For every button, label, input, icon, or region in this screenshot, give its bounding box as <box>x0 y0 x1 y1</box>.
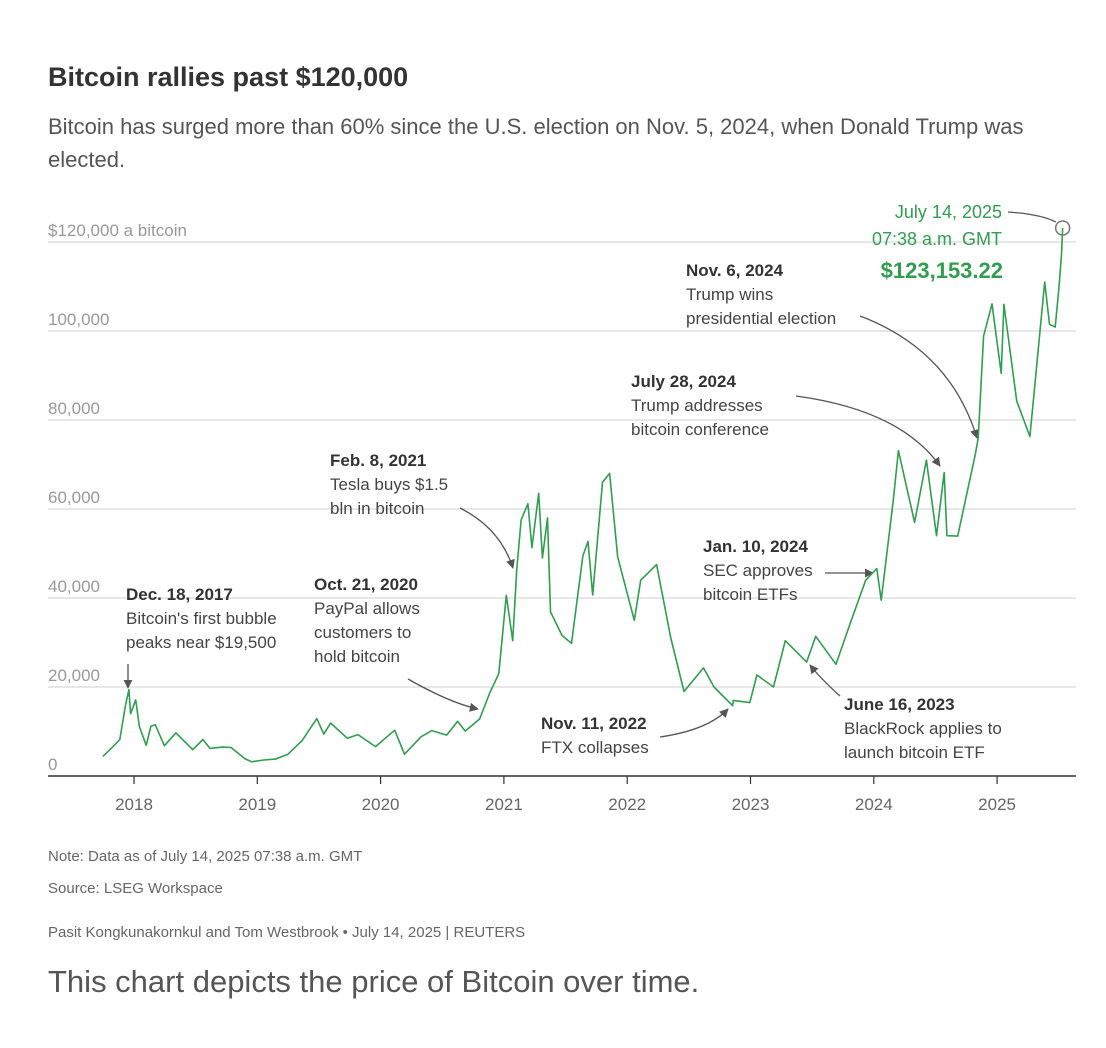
y-tick-label: 40,000 <box>48 577 100 596</box>
annotation-title: Feb. 8, 2021 <box>330 451 426 470</box>
y-axis-labels: 0 20,000 40,000 60,000 80,000 100,000 $120,000… <box>48 221 187 774</box>
y-tick-label: $120,000 a bitcoin <box>48 221 187 240</box>
annotation-text: Trump addresses <box>631 396 763 415</box>
annotation-text: SEC approves <box>703 561 813 580</box>
y-tick-label: 80,000 <box>48 399 100 418</box>
annotation-title: Dec. 18, 2017 <box>126 585 233 604</box>
x-tick-label: 2018 <box>115 795 153 814</box>
x-tick-label: 2022 <box>608 795 646 814</box>
annotation-arrow <box>859 315 979 439</box>
latest-point-marker <box>1054 220 1071 236</box>
annotation-text: Trump wins <box>686 285 773 304</box>
annotation-title: Jan. 10, 2024 <box>703 537 808 556</box>
y-tick-label: 20,000 <box>48 666 100 685</box>
annotation-arrow <box>809 664 841 697</box>
x-tick-label: 2020 <box>362 795 400 814</box>
x-tick-label: 2024 <box>855 795 893 814</box>
y-tick-label: 100,000 <box>48 310 109 329</box>
annotation-text: launch bitcoin ETF <box>844 743 985 762</box>
chart-title: Bitcoin rallies past $120,000 <box>48 62 409 92</box>
annotation-text: bln in bitcoin <box>330 499 425 518</box>
annotation-text: presidential election <box>686 309 836 328</box>
annotation: Jan. 10, 2024 SEC approves bitcoin ETFs <box>703 537 813 604</box>
annotation-title: Nov. 11, 2022 <box>541 714 647 733</box>
image-caption: This chart depicts the price of Bitcoin … <box>48 964 700 999</box>
byline: Pasit Kongkunakornkul and Tom Westbrook … <box>48 924 526 941</box>
annotation-text: bitcoin conference <box>631 420 769 439</box>
latest-price-label: $123,153.22 <box>881 258 1003 283</box>
chart-subtitle: Bitcoin has surged more than 60% since t… <box>48 114 1024 172</box>
annotation-text: FTX collapses <box>541 738 649 757</box>
annotation-title: Nov. 6, 2024 <box>686 261 784 280</box>
annotation-title: Oct. 21, 2020 <box>314 575 418 594</box>
latest-price-callout: July 14, 2025 07:38 a.m. GMT $123,153.22 <box>872 202 1071 283</box>
annotation: Oct. 21, 2020 PayPal allows customers to ho… <box>314 575 420 666</box>
annotation: Dec. 18, 2017 Bitcoin's first bubble peaks… <box>126 585 277 652</box>
x-tick-label: 2023 <box>732 795 770 814</box>
annotation-arrow <box>659 708 729 738</box>
y-tick-label: 0 <box>48 755 57 774</box>
annotation: Feb. 8, 2021 Tesla buys $1.5 bln in bitcoi… <box>330 451 448 518</box>
annotation-arrow <box>407 678 479 712</box>
annotation-title: July 28, 2024 <box>631 372 736 391</box>
annotation-text: Bitcoin's first bubble <box>126 609 277 628</box>
annotation-title: June 16, 2023 <box>844 695 955 714</box>
grid-lines <box>48 241 1076 688</box>
price-line <box>102 227 1064 763</box>
source-note: Source: LSEG Workspace <box>48 880 223 897</box>
annotation-text: hold bitcoin <box>314 647 400 666</box>
annotation-text: bitcoin ETFs <box>703 585 797 604</box>
annotation-text: peaks near $19,500 <box>126 633 276 652</box>
x-tick-label: 2019 <box>238 795 276 814</box>
bitcoin-price-chart: 0 20,000 40,000 60,000 80,000 100,000 $120,000… <box>48 202 1076 814</box>
x-axis: 2018 2019 2020 2021 2022 2023 2024 2025 <box>48 775 1076 814</box>
annotation-text: Tesla buys $1.5 <box>330 475 448 494</box>
annotation-text: customers to <box>314 623 411 642</box>
latest-date-label: July 14, 2025 <box>895 202 1002 222</box>
annotations: Dec. 18, 2017 Bitcoin's first bubble peaks… <box>126 261 1002 762</box>
annotation-arrow <box>795 395 941 467</box>
annotation-text: BlackRock applies to <box>844 719 1002 738</box>
data-note: Note: Data as of July 14, 2025 07:38 a.m… <box>48 848 363 865</box>
annotation-arrow <box>459 507 515 569</box>
annotation: Nov. 6, 2024 Trump wins presidential elect… <box>686 261 836 328</box>
annotation: June 16, 2023 BlackRock applies to launch … <box>844 695 1002 762</box>
latest-connector <box>1007 211 1057 223</box>
latest-time-label: 07:38 a.m. GMT <box>872 229 1002 249</box>
y-tick-label: 60,000 <box>48 488 100 507</box>
annotation-text: PayPal allows <box>314 599 420 618</box>
x-tick-label: 2025 <box>978 795 1016 814</box>
annotation: Nov. 11, 2022 FTX collapses <box>541 714 649 757</box>
annotation-arrows <box>123 315 979 738</box>
annotation: July 28, 2024 Trump addresses bitcoin conf… <box>631 372 769 439</box>
x-tick-label: 2021 <box>485 795 523 814</box>
